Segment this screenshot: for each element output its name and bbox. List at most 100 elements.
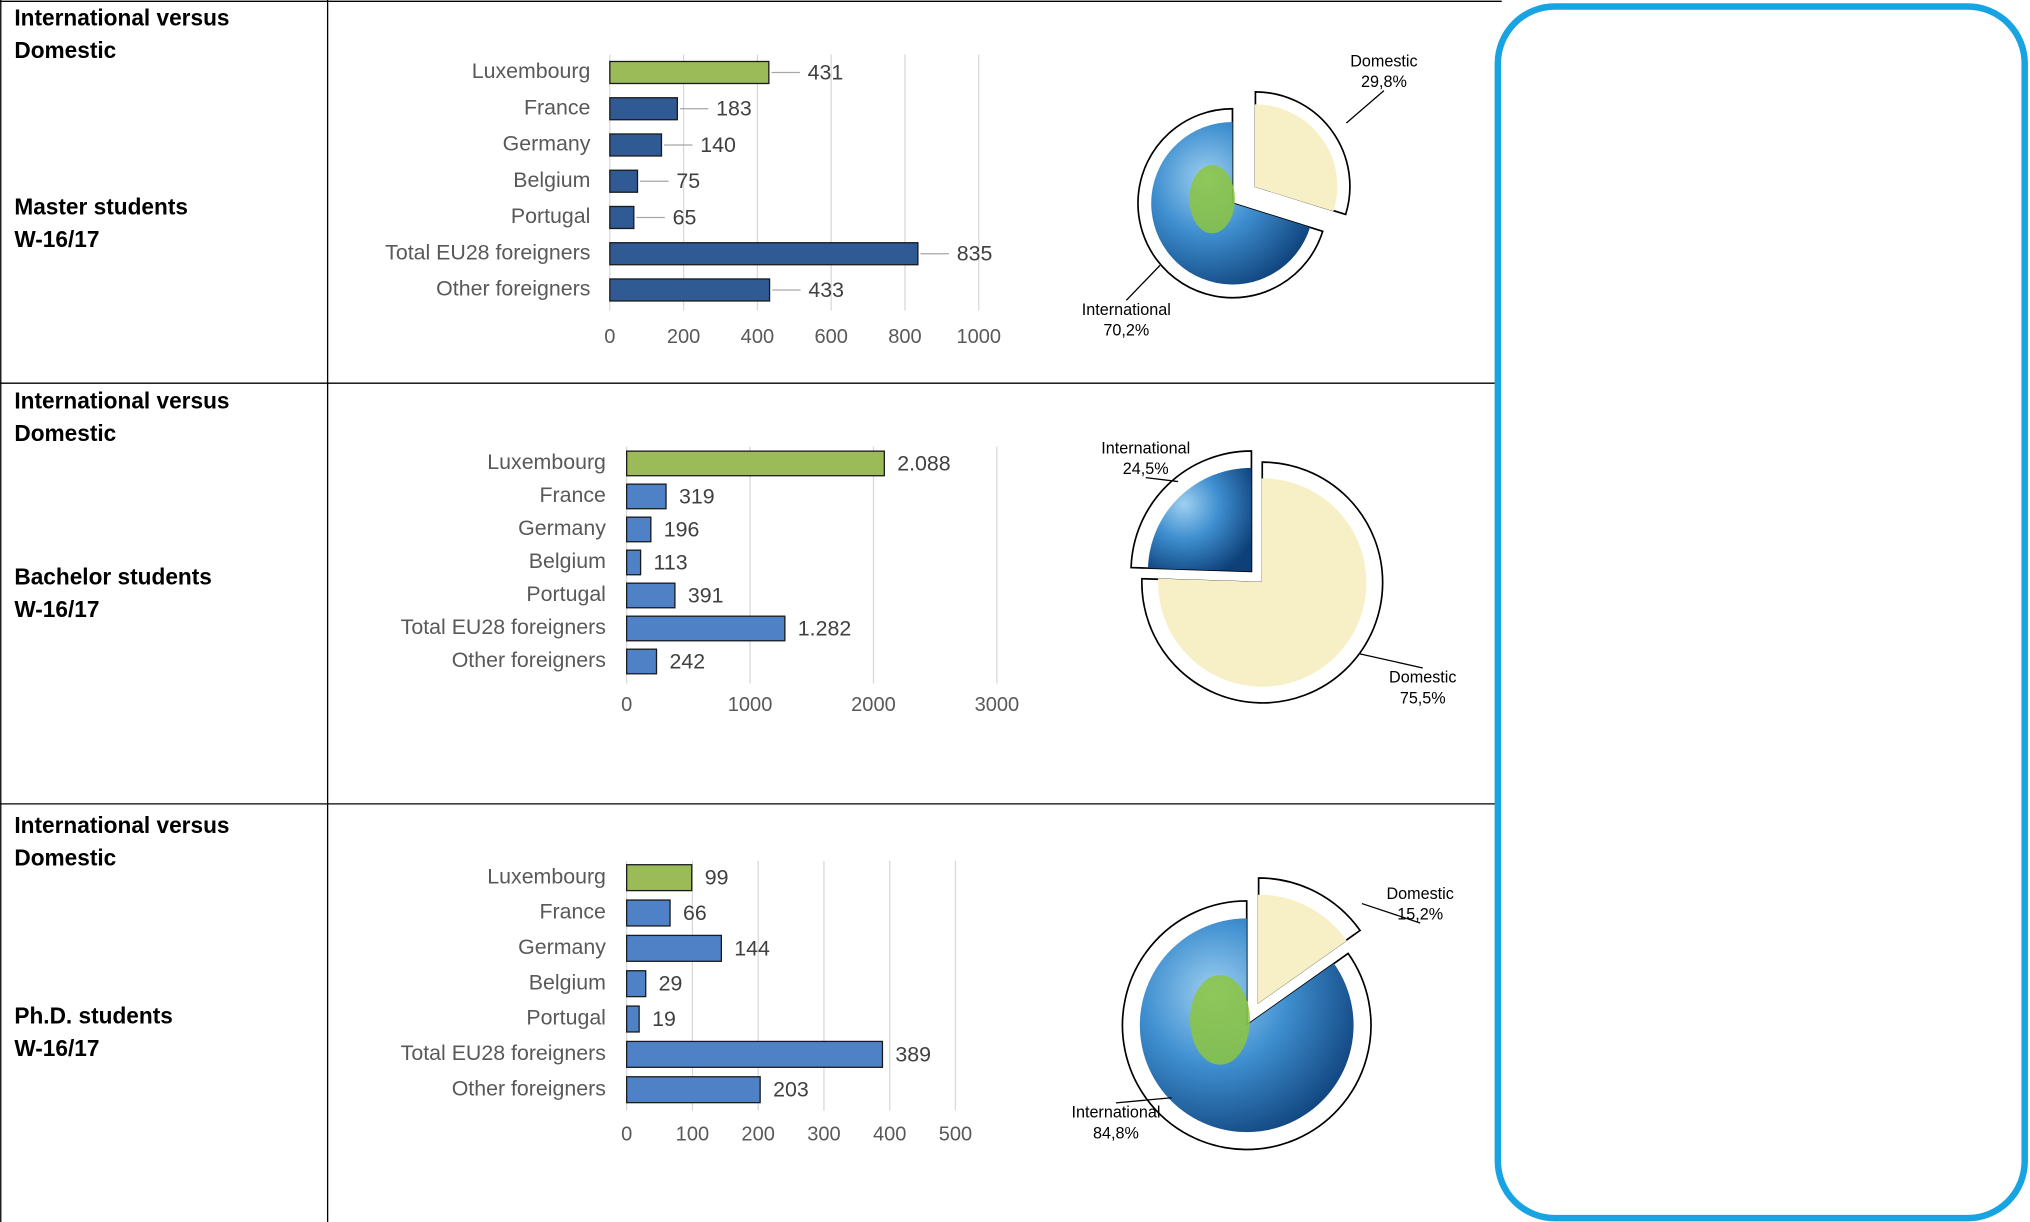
category-label: France (524, 95, 590, 119)
value-label: 99 (705, 866, 729, 890)
category-label: Belgium (529, 549, 606, 573)
x-tick-label: 400 (873, 1124, 906, 1146)
bar (609, 205, 635, 230)
value-label: 1.282 (798, 616, 851, 640)
x-tick-label: 3000 (975, 694, 1020, 716)
category-label: Belgium (513, 168, 590, 192)
value-label: 75 (676, 169, 700, 193)
bar (626, 516, 652, 543)
pie-category: Domestic (1389, 669, 1456, 687)
x-tick-label: 200 (667, 326, 700, 348)
bar (626, 934, 722, 962)
category-label: Portugal (511, 204, 591, 228)
value-label: 433 (808, 278, 844, 302)
bar (626, 899, 671, 927)
row-heading: Domestic (14, 37, 116, 63)
value-label: 835 (957, 242, 993, 266)
pie-value-label: 29,8% (1361, 73, 1407, 91)
x-tick-label: 800 (888, 326, 921, 348)
category-label: Other foreigners (452, 1076, 606, 1100)
value-label: 196 (664, 517, 700, 541)
category-label: France (540, 483, 606, 507)
row-heading: International versus (14, 388, 229, 414)
pie-category: International (1071, 1104, 1160, 1122)
row-group: Master students (14, 193, 188, 219)
bar (609, 133, 663, 157)
value-label: 29 (659, 972, 683, 996)
pie-category: Domestic (1350, 52, 1417, 70)
row-heading: Domestic (14, 420, 116, 446)
value-label: 431 (808, 60, 844, 84)
value-label: 113 (654, 550, 688, 574)
category-label: Luxembourg (487, 450, 606, 474)
bar (626, 483, 667, 510)
x-tick-label: 0 (621, 694, 632, 716)
row-heading: International versus (14, 4, 229, 30)
category-label: Total EU28 foreigners (385, 240, 590, 264)
bar (626, 648, 658, 675)
row-heading: Domestic (14, 845, 116, 871)
x-tick-label: 400 (741, 326, 774, 348)
bar (609, 242, 919, 266)
x-tick-label: 2000 (851, 694, 896, 716)
value-label: 242 (669, 649, 705, 673)
value-label: 183 (716, 97, 752, 121)
category-label: Portugal (526, 1006, 605, 1030)
bar (626, 615, 786, 642)
category-label: Belgium (529, 970, 606, 994)
category-label: Luxembourg (472, 59, 591, 83)
value-label: 203 (773, 1078, 809, 1102)
value-label: 19 (652, 1007, 676, 1031)
pie-leader (1359, 653, 1423, 669)
x-tick-label: 0 (604, 326, 615, 348)
pie-value-label: 84,8% (1093, 1124, 1139, 1142)
selection-frame (1494, 3, 2028, 1222)
pie-slice-fill (1147, 467, 1252, 572)
row-term: W-16/17 (14, 1035, 99, 1061)
bar (626, 970, 647, 998)
pie-value-label: 24,5% (1123, 460, 1169, 478)
pie-value-label: 15,2% (1397, 905, 1443, 923)
x-tick-label: 1000 (728, 694, 773, 716)
pie-value-label: 75,5% (1400, 689, 1446, 707)
category-label: Germany (503, 132, 591, 156)
pie-leader (1145, 477, 1179, 483)
land (1190, 975, 1250, 1065)
category-label: Germany (518, 935, 606, 959)
category-label: Portugal (526, 582, 605, 606)
value-label: 2.088 (897, 451, 950, 475)
content: International versus Domestic Master stude… (14, 4, 1456, 1151)
value-label: 144 (734, 936, 770, 960)
x-tick-label: 0 (621, 1124, 632, 1146)
bar (626, 549, 642, 576)
value-label: 319 (679, 484, 715, 508)
bar (609, 60, 770, 85)
pie-slice-fill (1158, 478, 1367, 687)
pie-leader (1345, 90, 1385, 124)
category-label: France (540, 900, 606, 924)
land (1189, 165, 1235, 234)
value-label: 65 (673, 205, 697, 229)
bar (609, 169, 639, 193)
bar (626, 582, 676, 609)
pie-category: Domestic (1386, 885, 1453, 903)
pie-leader (1361, 902, 1421, 924)
bar (626, 1076, 761, 1104)
bar (626, 864, 693, 892)
pie-slice-fill (1257, 894, 1347, 1004)
row-term: W-16/17 (14, 226, 99, 252)
value-label: 389 (895, 1042, 931, 1066)
category-label: Total EU28 foreigners (401, 1041, 606, 1065)
bar (626, 450, 885, 477)
row-heading: International versus (14, 812, 229, 838)
category-label: Other foreigners (436, 277, 590, 301)
row-term: W-16/17 (14, 596, 99, 622)
pie-leader (1125, 264, 1161, 301)
row-group: Bachelor students (14, 564, 212, 590)
value-label: 391 (688, 583, 724, 607)
pie-category: International (1082, 301, 1171, 319)
bar (609, 278, 771, 302)
value-label: 140 (700, 133, 736, 157)
category-label: Luxembourg (487, 864, 606, 888)
